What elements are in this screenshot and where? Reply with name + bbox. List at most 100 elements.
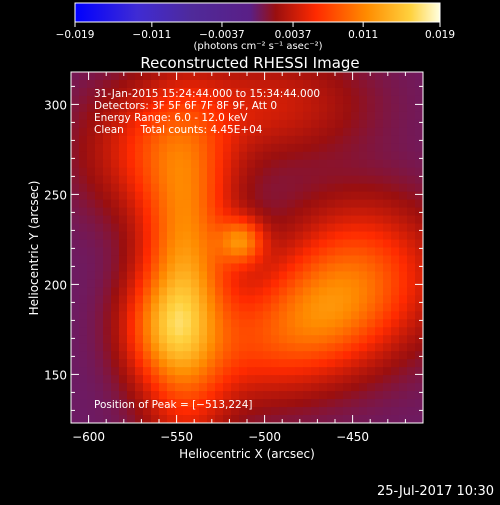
heatmap-cell — [207, 247, 216, 257]
heatmap-cell — [391, 367, 400, 376]
heatmap-cell — [279, 159, 288, 169]
heatmap-cell — [231, 303, 240, 312]
heatmap-cell — [127, 295, 136, 304]
heatmap-cell — [143, 263, 152, 273]
heatmap-cell — [383, 103, 392, 113]
heatmap-cell — [183, 247, 192, 257]
heatmap-cell — [399, 391, 408, 400]
heatmap-cell — [279, 311, 288, 320]
heatmap-cell — [95, 167, 104, 177]
heatmap-cell — [255, 199, 264, 209]
heatmap-cell — [399, 271, 408, 281]
heatmap-cell — [375, 111, 384, 121]
heatmap-cell — [103, 207, 112, 217]
heatmap-cell — [151, 391, 160, 400]
y-tick-label: 150 — [44, 368, 67, 382]
heatmap-cell — [359, 327, 368, 336]
heatmap-cell — [183, 295, 192, 304]
heatmap-cell — [351, 351, 360, 360]
heatmap-cell — [103, 271, 112, 281]
heatmap-cell — [183, 239, 192, 249]
heatmap-cell — [367, 199, 376, 209]
heatmap-cell — [175, 327, 184, 336]
heatmap-cell — [215, 311, 224, 320]
heatmap-cell — [191, 119, 200, 129]
heatmap-cell — [167, 207, 176, 217]
heatmap-cell — [199, 72, 208, 81]
heatmap-cell — [87, 335, 96, 344]
heatmap-cell — [295, 239, 304, 249]
heatmap-cell — [319, 383, 328, 392]
heatmap-cell — [247, 335, 256, 344]
heatmap-cell — [175, 79, 184, 89]
heatmap-cell — [311, 415, 320, 423]
heatmap-cell — [175, 239, 184, 249]
heatmap-cell — [367, 135, 376, 145]
heatmap-cell — [335, 103, 344, 113]
heatmap-cell — [103, 87, 112, 97]
heatmap-cell — [375, 103, 384, 113]
heatmap-cell — [151, 215, 160, 225]
heatmap-cell — [207, 167, 216, 177]
heatmap-cell — [383, 207, 392, 217]
heatmap-cell — [127, 159, 136, 169]
heatmap-cell — [415, 103, 423, 113]
heatmap-cell — [319, 223, 328, 233]
heatmap-cell — [223, 239, 232, 249]
heatmap-cell — [279, 175, 288, 185]
heatmap-cell — [359, 191, 368, 201]
heatmap-cell — [191, 351, 200, 360]
heatmap-cell — [223, 119, 232, 129]
heatmap-cell — [287, 335, 296, 344]
heatmap-cell — [287, 375, 296, 384]
heatmap-cell — [175, 287, 184, 296]
heatmap-cell — [223, 335, 232, 344]
heatmap-cell — [167, 415, 176, 423]
heatmap-cell — [263, 191, 272, 201]
heatmap-cell — [343, 167, 352, 177]
heatmap-cell — [415, 167, 423, 177]
heatmap-cell — [303, 255, 312, 265]
heatmap-cell — [399, 87, 408, 97]
heatmap-cell — [335, 151, 344, 161]
heatmap-cell — [327, 135, 336, 145]
heatmap-cell — [367, 383, 376, 392]
heatmap-cell — [255, 383, 264, 392]
heatmap-cell — [71, 207, 80, 217]
heatmap-cell — [87, 263, 96, 273]
heatmap-cell — [95, 207, 104, 217]
heatmap-cell — [319, 79, 328, 89]
heatmap-cell — [303, 399, 312, 408]
heatmap-cell — [127, 199, 136, 209]
heatmap-cell — [263, 79, 272, 89]
heatmap-cell — [247, 367, 256, 376]
heatmap-cell — [119, 343, 128, 352]
heatmap-cell — [191, 207, 200, 217]
heatmap-cell — [311, 87, 320, 97]
heatmap-cell — [375, 271, 384, 281]
heatmap-cell — [143, 359, 152, 368]
heatmap-cell — [159, 311, 168, 320]
peak-position-label: Position of Peak = [−513,224] — [94, 399, 253, 411]
heatmap-cell — [239, 111, 248, 121]
heatmap-cell — [367, 343, 376, 352]
heatmap-cell — [271, 311, 280, 320]
heatmap-cell — [127, 207, 136, 217]
heatmap-cell — [79, 255, 88, 265]
heatmap-cell — [175, 343, 184, 352]
heatmap-cell — [263, 135, 272, 145]
heatmap-cell — [143, 95, 152, 105]
heatmap-cell — [415, 335, 423, 344]
heatmap-cell — [311, 287, 320, 296]
heatmap-cell — [127, 415, 136, 423]
heatmap-cell — [351, 383, 360, 392]
heatmap-cell — [111, 255, 120, 265]
heatmap-cell — [135, 159, 144, 169]
heatmap-cell — [303, 263, 312, 273]
heatmap-cell — [183, 159, 192, 169]
heatmap-cell — [183, 391, 192, 400]
heatmap-cell — [319, 87, 328, 97]
heatmap-cell — [79, 271, 88, 281]
heatmap-cell — [247, 87, 256, 97]
heatmap-cell — [415, 399, 423, 408]
